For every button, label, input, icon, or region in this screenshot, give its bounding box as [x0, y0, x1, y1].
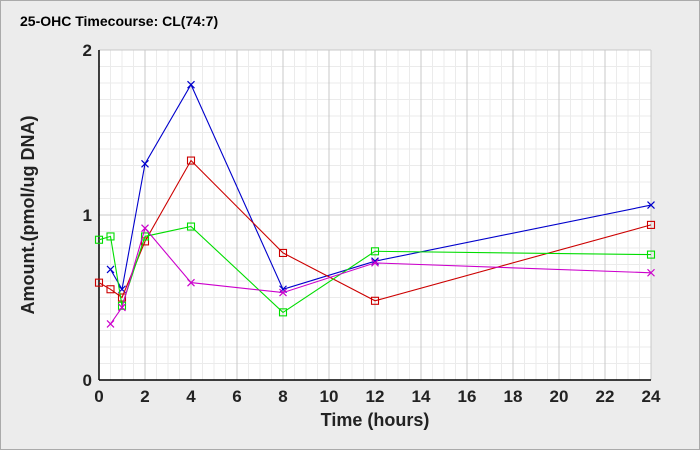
series-line — [98, 159, 652, 302]
data-point-marker — [94, 278, 104, 287]
y-tick-labels: 0 1 2 — [83, 41, 92, 390]
x-tick-labels: 0 2 4 6 8 10 12 14 16 18 20 22 24 — [94, 387, 661, 406]
x-tick-label: 18 — [504, 387, 523, 406]
x-axis-label: Time (hours) — [321, 410, 430, 430]
chart-title: 25-OHC Timecourse: CL(74:7) — [20, 13, 218, 29]
x-tick-label: 16 — [458, 387, 477, 406]
data-point-marker — [278, 248, 288, 257]
data-point-marker — [278, 308, 288, 317]
x-tick-label: 6 — [232, 387, 241, 406]
data-point-marker — [141, 224, 149, 233]
y-tick-label: 2 — [83, 41, 92, 60]
axes — [98, 50, 651, 381]
x-tick-label: 20 — [550, 387, 569, 406]
data-point-marker — [106, 285, 115, 294]
data-point-marker — [186, 156, 196, 165]
data-point-marker — [370, 247, 380, 256]
data-point-marker — [646, 250, 656, 259]
data-point-marker — [106, 232, 115, 241]
x-tick-label: 14 — [412, 387, 431, 406]
x-tick-label: 8 — [278, 387, 287, 406]
x-tick-label: 10 — [320, 387, 339, 406]
data-point-marker — [140, 232, 150, 241]
data-point-marker — [106, 265, 115, 274]
data-point-marker — [187, 80, 195, 89]
series-group — [94, 80, 656, 328]
x-tick-label: 4 — [186, 387, 196, 406]
series-line — [98, 225, 652, 314]
data-point-marker — [117, 301, 127, 310]
data-point-marker — [646, 220, 656, 229]
data-point-marker — [141, 159, 149, 168]
x-tick-label: 22 — [596, 387, 615, 406]
y-tick-label: 0 — [83, 371, 92, 390]
data-point-marker — [647, 201, 655, 210]
data-point-marker — [371, 258, 379, 267]
y-tick-label: 1 — [83, 206, 92, 225]
series-4 — [106, 224, 655, 328]
data-point-marker — [94, 235, 104, 244]
y-axis-label: Amount.(pmol/ug DNA) — [18, 116, 38, 315]
data-point-marker — [118, 303, 126, 312]
x-tick-label: 24 — [642, 387, 661, 406]
series-3 — [94, 222, 656, 317]
data-point-marker — [106, 319, 115, 328]
x-tick-label: 0 — [94, 387, 103, 406]
data-point-marker — [279, 288, 287, 297]
data-point-marker — [187, 278, 195, 287]
series-2 — [94, 156, 656, 305]
x-tick-label: 12 — [366, 387, 385, 406]
x-tick-label: 2 — [140, 387, 149, 406]
data-point-marker — [647, 268, 655, 277]
data-point-marker — [186, 222, 196, 231]
data-point-marker — [117, 293, 127, 302]
data-point-marker — [370, 296, 380, 305]
